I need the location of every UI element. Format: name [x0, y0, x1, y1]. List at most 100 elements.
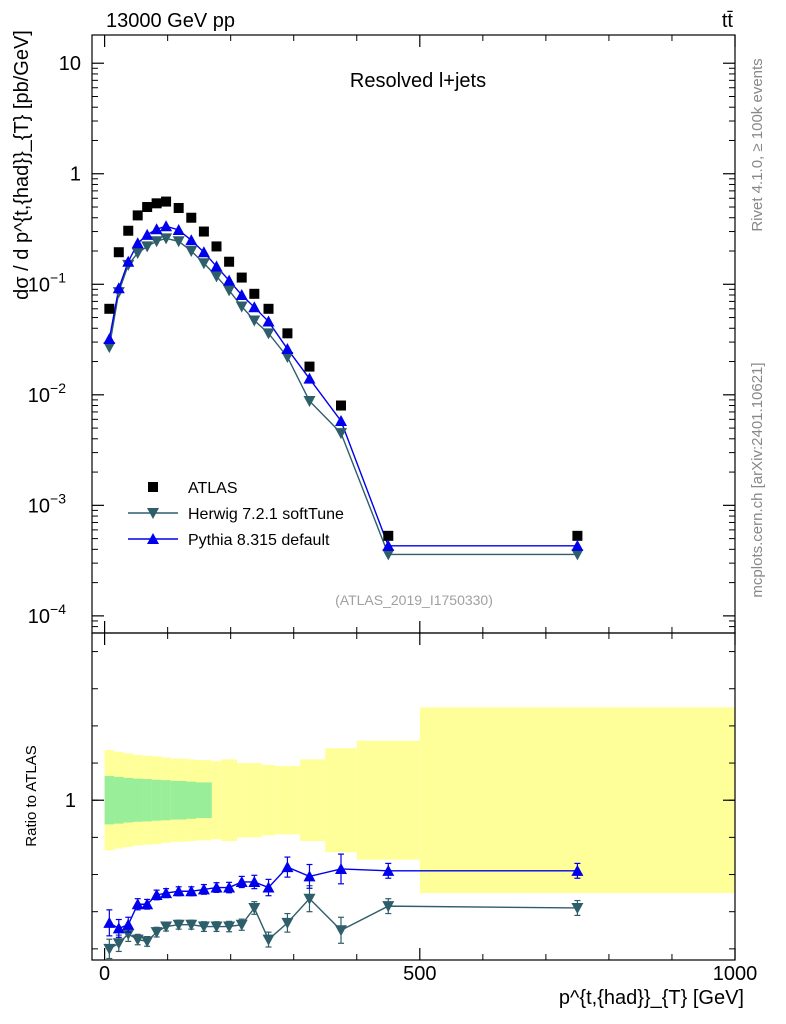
ratio-total-uncertainty [211, 761, 222, 840]
main-data-point [185, 246, 198, 258]
main-data-point [249, 288, 260, 299]
main-data-point [197, 258, 210, 270]
ratio-data-point [223, 881, 236, 893]
ratio-stat-uncertainty [151, 779, 162, 821]
main-y-tick-label: 1 [70, 164, 81, 186]
main-y-tick-label: 10−1 [28, 269, 66, 296]
main-data-point [335, 414, 348, 426]
main-y-axis: 10−4 10−3 10−2 10−1 1 10 [28, 35, 736, 634]
main-data-point [103, 342, 116, 354]
ratio-data-point [141, 898, 154, 910]
main-data-point [142, 202, 153, 213]
main-data-point [151, 198, 162, 209]
main-data-point [304, 361, 315, 372]
main-data-point [211, 241, 222, 252]
main-data-point [103, 332, 116, 344]
ratio-data-point [122, 918, 135, 930]
ratio-data-point [335, 862, 348, 874]
ratio-stat-uncertainty [196, 782, 213, 819]
main-data-point [197, 246, 210, 258]
ratio-stat-uncertainty [142, 779, 153, 822]
ratio-data-point [197, 883, 210, 895]
legend-marker [147, 533, 159, 544]
main-data-point [335, 428, 348, 440]
ratio-stat-uncertainty [161, 780, 172, 821]
main-data-point [382, 539, 395, 551]
main-data-point [571, 539, 584, 551]
ratio-data-point [210, 881, 223, 893]
ratio-total-uncertainty [236, 763, 247, 838]
legend-label: ATLAS [188, 480, 238, 497]
main-data-point [281, 342, 294, 354]
main-data-point [572, 530, 583, 541]
side-site-label: mcplots.cern.ch [arXiv:2401.10621] [749, 362, 766, 597]
ratio-total-uncertainty [356, 740, 420, 860]
x-tick-label: 500 [403, 963, 436, 985]
main-data-point [281, 351, 294, 363]
ratio-data-point [303, 870, 316, 882]
ratio-data-point [262, 881, 275, 893]
ratio-stat-uncertainty [132, 778, 143, 822]
ratio-data-point [235, 875, 248, 887]
main-data-point [263, 303, 274, 314]
legend-marker [148, 482, 158, 492]
legend-label: Pythia 8.315 default [188, 532, 330, 549]
main-data-point [150, 223, 163, 235]
main-y-tick-label: 10−4 [28, 601, 66, 628]
main-data-point [131, 237, 144, 249]
main-data-point [198, 226, 209, 237]
ratio-uncertainty-band [104, 707, 735, 894]
main-data-point [382, 549, 395, 561]
main-data-point [131, 247, 144, 259]
main-data-point [132, 210, 143, 221]
main-data-point [571, 549, 584, 561]
ratio-data-point [281, 917, 294, 929]
plot-title: Resolved l+jets [350, 70, 486, 92]
main-series-layer [103, 196, 584, 561]
ratio-data-point [248, 875, 261, 887]
main-data-point [186, 212, 197, 223]
main-data-point [150, 236, 163, 248]
main-data-point [223, 274, 236, 286]
main-data-point [303, 395, 316, 407]
main-data-point [303, 372, 316, 384]
legend: ATLAS Herwig 7.2.1 softTune Pythia 8.315 d… [128, 480, 344, 549]
main-data-point [122, 255, 135, 267]
ratio-data-point [112, 938, 125, 950]
ratio-stat-uncertainty [104, 776, 115, 825]
ratio-plot-frame [91, 632, 736, 961]
main-data-point [282, 328, 293, 339]
ratio-data-point [262, 934, 275, 946]
main-data-point [262, 328, 275, 340]
energy-label: 13000 GeV pp [106, 10, 235, 32]
ratio-stat-uncertainty [114, 776, 125, 824]
legend-marker [147, 508, 159, 519]
ratio-stat-uncertainty [123, 777, 134, 823]
ratio-data-point [150, 927, 163, 939]
main-data-point [224, 256, 235, 267]
main-data-point [161, 196, 172, 207]
main-data-point [383, 530, 394, 541]
main-data-point [113, 247, 124, 258]
ratio-total-uncertainty [246, 763, 263, 838]
ratio-y-axis-label: Ratio to ATLAS [23, 745, 40, 846]
side-rivet-label: Rivet 4.1.0, ≥ 100k events [749, 58, 766, 231]
x-tick-label: 1000 [713, 963, 758, 985]
ratio-series-layer [103, 853, 584, 960]
main-data-point [336, 400, 347, 411]
main-y-tick-label: 10−2 [28, 380, 66, 407]
ratio-data-point [197, 921, 210, 933]
ratio-data-point [160, 921, 173, 933]
ratio-data-point [103, 916, 116, 928]
ratio-data-point [131, 898, 144, 910]
ratio-data-point [160, 887, 173, 899]
main-data-point [141, 241, 154, 253]
process-label: tt̄ [722, 10, 734, 32]
legend-label: Herwig 7.2.1 softTune [188, 506, 344, 523]
main-data-point [210, 260, 223, 272]
ratio-data-point [382, 901, 395, 913]
main-data-point [235, 288, 248, 300]
x-axis-label: p^{t,{had}}_{T} [GeV] [559, 987, 744, 1009]
main-data-point [262, 315, 275, 327]
